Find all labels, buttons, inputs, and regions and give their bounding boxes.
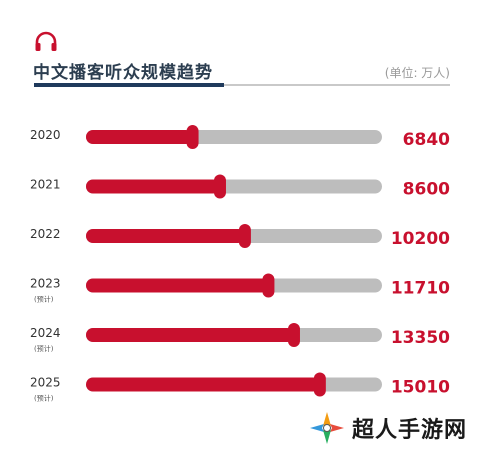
bar — [86, 278, 269, 293]
year-label: 2020 — [30, 128, 61, 142]
value-label: 11710 — [391, 279, 450, 299]
year-label: 2022 — [30, 227, 61, 241]
year-label: 2021 — [30, 178, 61, 192]
bar-knob — [313, 372, 326, 397]
value-label: 15010 — [391, 378, 450, 398]
bar — [86, 229, 245, 243]
bar — [86, 377, 320, 392]
bar-knob — [213, 174, 226, 199]
bar — [86, 179, 220, 194]
value-label: 8600 — [403, 180, 450, 200]
bar-knob — [238, 224, 251, 248]
title-divider — [34, 84, 450, 86]
bar-knob — [262, 273, 275, 298]
unit-label: (单位: 万人) — [384, 66, 450, 80]
forecast-note: (预计) — [34, 394, 54, 403]
bar-knob — [186, 125, 199, 149]
value-label: 10200 — [391, 229, 450, 249]
year-label: 2023 — [30, 277, 61, 291]
watermark: 超人手游网 — [306, 408, 467, 448]
value-label: 13350 — [391, 328, 450, 348]
bar — [86, 130, 193, 144]
title-underline — [34, 83, 224, 87]
game-logo-icon — [310, 412, 344, 444]
watermark-text: 超人手游网 — [352, 418, 468, 443]
bar — [86, 328, 294, 342]
value-label: 6840 — [403, 130, 450, 150]
year-label: 2024 — [30, 326, 61, 340]
year-label: 2025 — [30, 376, 61, 390]
bar-knob — [287, 323, 300, 347]
forecast-note: (预计) — [34, 344, 54, 353]
chart-title: 中文播客听众规模趋势 — [33, 63, 213, 83]
headphones-icon — [35, 31, 57, 51]
forecast-note: (预计) — [34, 295, 54, 304]
